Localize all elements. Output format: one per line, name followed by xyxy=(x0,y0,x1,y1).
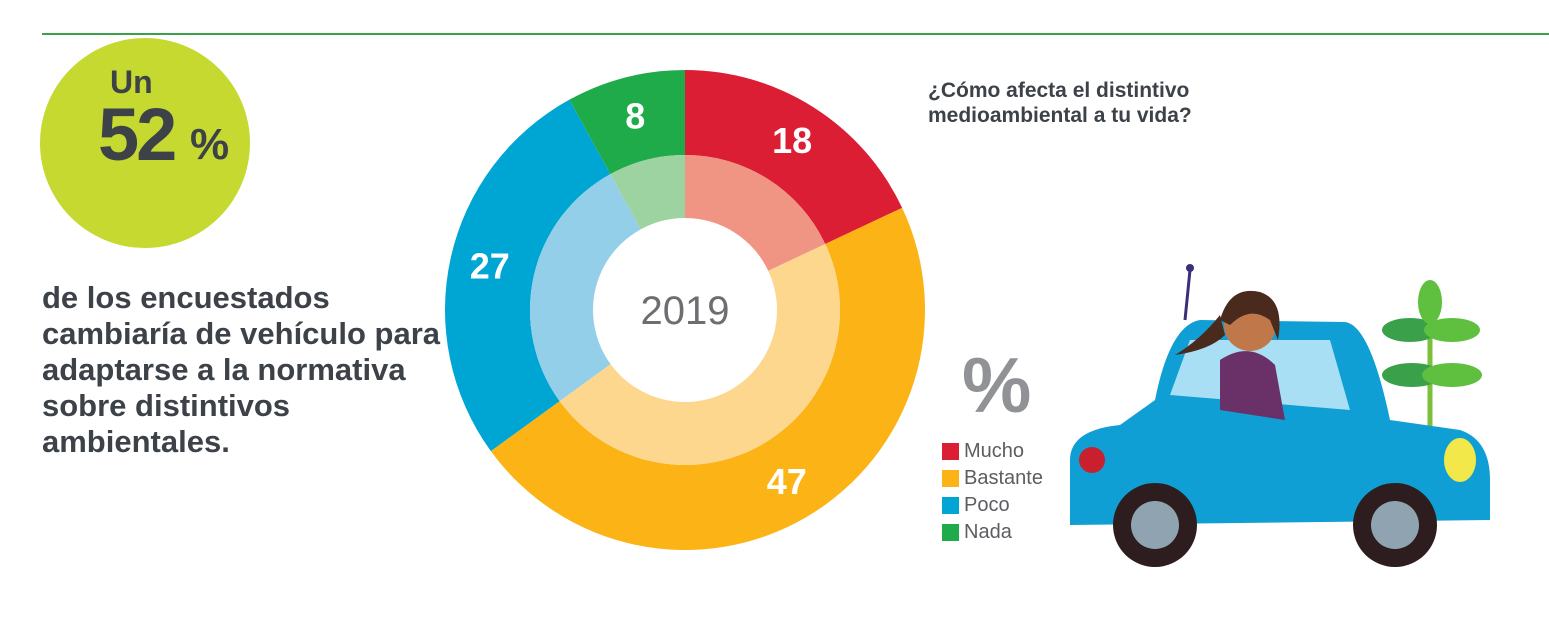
unit-label: % xyxy=(962,341,1032,429)
slice-bastante xyxy=(490,207,926,551)
data-label-poco: 27 xyxy=(470,245,510,286)
legend-label: Bastante xyxy=(964,467,1043,489)
slice-poco xyxy=(444,99,611,452)
car-illustration xyxy=(1070,264,1490,567)
legend-swatch xyxy=(942,524,959,541)
legend-swatch xyxy=(942,443,959,460)
inner-slice-poco xyxy=(530,174,641,402)
legend-swatch xyxy=(942,497,959,514)
donut-chart: 18 47 27 8 2019 xyxy=(444,70,926,551)
headline-prefix: Un xyxy=(110,64,153,100)
center-label: 2019 xyxy=(641,289,730,333)
legend-item-mucho: Mucho xyxy=(942,438,1043,465)
plant-icon xyxy=(1382,280,1482,430)
data-label-nada: 8 xyxy=(625,95,645,136)
highlight-circle xyxy=(40,38,250,248)
legend-swatch xyxy=(942,470,959,487)
headline-description: de los encuestados cambiaría de vehículo… xyxy=(42,280,441,459)
inner-slice-mucho xyxy=(685,155,826,271)
headline-unit: % xyxy=(190,120,230,169)
inner-slice-nada xyxy=(610,155,685,230)
top-rule xyxy=(42,33,1549,35)
legend-label: Poco xyxy=(964,494,1010,516)
car-body xyxy=(1070,320,1490,525)
legend: Mucho Bastante Poco Nada xyxy=(942,438,1043,546)
legend-item-poco: Poco xyxy=(942,492,1043,519)
slice-nada xyxy=(569,70,685,175)
headline-number: 52 xyxy=(98,93,177,176)
legend-item-bastante: Bastante xyxy=(942,465,1043,492)
legend-item-nada: Nada xyxy=(942,519,1043,546)
legend-label: Nada xyxy=(964,521,1012,543)
legend-label: Mucho xyxy=(964,440,1025,462)
data-label-mucho: 18 xyxy=(772,120,812,161)
data-label-bastante: 47 xyxy=(767,461,807,502)
inner-slice-bastante xyxy=(559,244,840,465)
chart-title: ¿Cómo afecta el distintivo medioambienta… xyxy=(928,79,1192,127)
slice-mucho xyxy=(685,70,903,245)
